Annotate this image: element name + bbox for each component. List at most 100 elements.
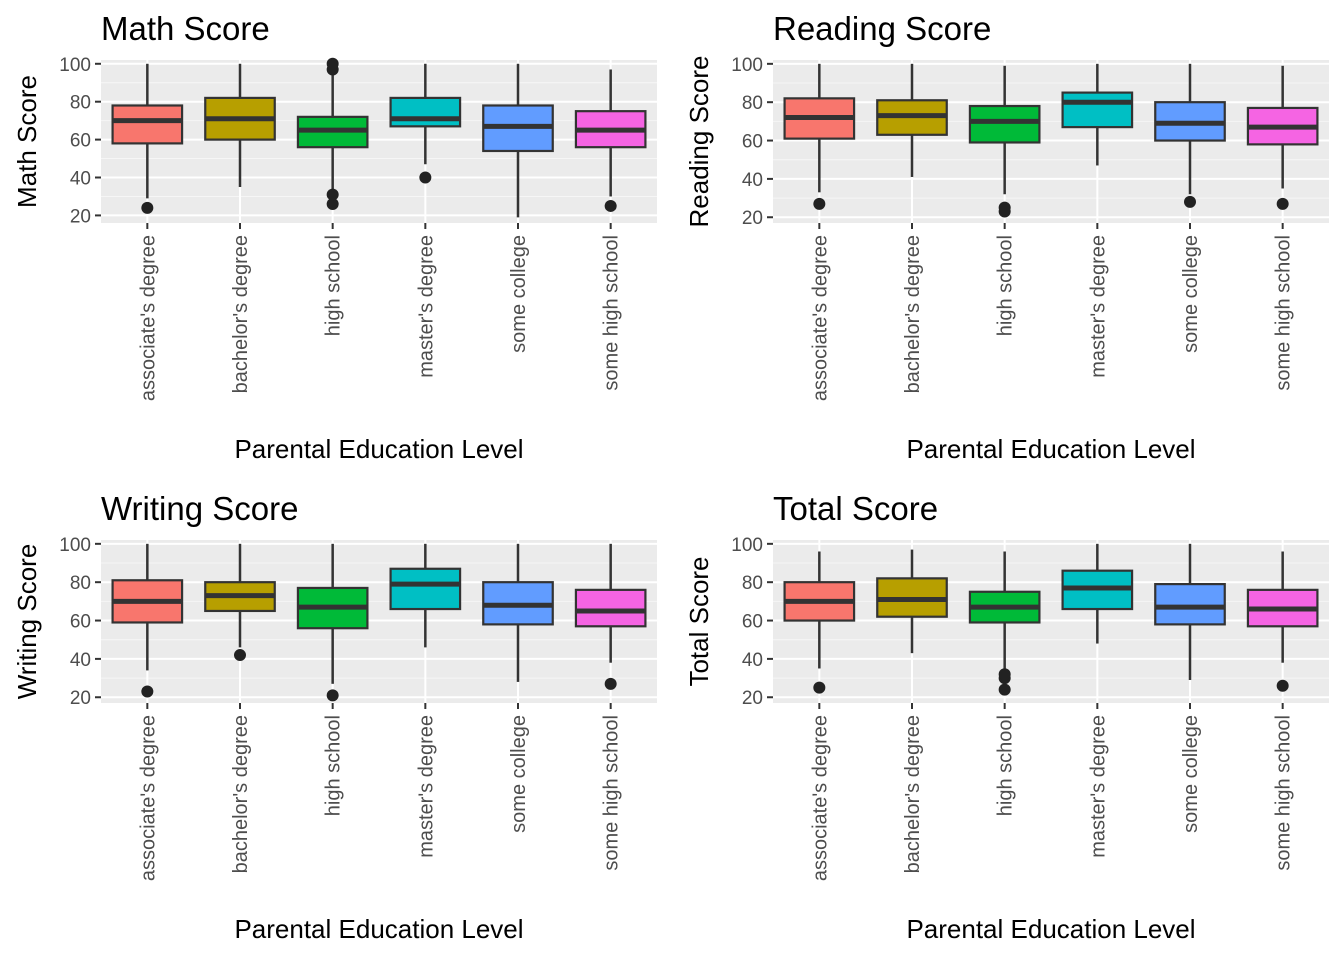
box-6 bbox=[1246, 65, 1319, 210]
y-tick-label: 20 bbox=[70, 688, 91, 709]
chart-panel-4: 20 40 60 80 100 associate's degree bachelor's … bbox=[684, 490, 1329, 944]
y-axis-title: Writing Score bbox=[12, 544, 42, 700]
box-5 bbox=[1154, 543, 1226, 680]
outlier-point bbox=[998, 668, 1011, 681]
chart-title: Total Score bbox=[773, 490, 938, 527]
box-3 bbox=[296, 543, 369, 702]
box-body bbox=[111, 104, 184, 145]
box-4 bbox=[389, 63, 462, 184]
outlier-point bbox=[604, 677, 617, 690]
x-tick-label: some high school bbox=[1273, 235, 1295, 391]
box-6 bbox=[574, 69, 647, 212]
box-body bbox=[1154, 583, 1226, 626]
y-tick-label: 80 bbox=[742, 93, 763, 114]
outlier-point bbox=[419, 171, 432, 184]
x-tick-label: some high school bbox=[601, 715, 623, 871]
y-tick-label: 100 bbox=[731, 535, 763, 556]
outlier-point bbox=[141, 685, 154, 698]
x-tick-label: some high school bbox=[601, 235, 623, 391]
box-1 bbox=[783, 551, 856, 694]
x-tick-label: high school bbox=[995, 235, 1017, 336]
x-tick-label: some college bbox=[508, 715, 530, 833]
box-2 bbox=[876, 549, 948, 654]
box-body bbox=[1061, 91, 1134, 129]
x-axis-title: Parental Education Level bbox=[906, 434, 1195, 464]
y-tick-label: 20 bbox=[70, 206, 91, 227]
y-tick-label: 80 bbox=[70, 573, 91, 594]
outlier-point bbox=[326, 689, 339, 702]
chart-panel-2: 20 40 60 80 100 associate's degree bachelor's … bbox=[684, 10, 1329, 464]
x-tick-label: some college bbox=[508, 235, 530, 353]
x-tick-label: associate's degree bbox=[809, 715, 831, 881]
chart-panel-1: 20 40 60 80 100 associate's degree bachelor's … bbox=[12, 10, 657, 464]
x-tick-label: associate's degree bbox=[137, 235, 159, 401]
x-tick-label: associate's degree bbox=[809, 235, 831, 401]
chart-title: Math Score bbox=[101, 10, 270, 47]
y-tick-label: 60 bbox=[742, 612, 763, 633]
x-tick-label: high school bbox=[323, 235, 345, 336]
outlier-point bbox=[998, 683, 1011, 696]
box-body bbox=[389, 567, 462, 611]
box-5 bbox=[482, 63, 554, 218]
outlier-point bbox=[326, 198, 339, 211]
outlier-point bbox=[1276, 679, 1289, 692]
y-tick-label: 40 bbox=[742, 650, 763, 671]
outlier-point bbox=[604, 199, 617, 212]
y-axis-title: Math Score bbox=[12, 75, 42, 208]
chart-title: Writing Score bbox=[101, 490, 298, 527]
box-2 bbox=[876, 63, 948, 177]
y-tick-label: 20 bbox=[742, 688, 763, 709]
box-body bbox=[574, 588, 647, 628]
box-2 bbox=[204, 63, 276, 187]
y-tick-label: 100 bbox=[59, 535, 91, 556]
outlier-point bbox=[998, 201, 1011, 214]
box-body bbox=[389, 96, 462, 128]
x-tick-label: master's degree bbox=[1087, 715, 1109, 858]
box-3 bbox=[296, 57, 369, 211]
x-tick-label: some college bbox=[1180, 715, 1202, 833]
y-tick-label: 60 bbox=[70, 612, 91, 633]
outlier-point bbox=[1184, 195, 1196, 208]
box-1 bbox=[111, 543, 184, 698]
x-tick-label: master's degree bbox=[1087, 235, 1109, 378]
box-5 bbox=[482, 543, 554, 682]
box-body bbox=[968, 104, 1041, 144]
outlier-point bbox=[813, 197, 826, 210]
x-tick-label: some high school bbox=[1273, 715, 1295, 871]
chart-title: Reading Score bbox=[773, 10, 991, 47]
x-axis-title: Parental Education Level bbox=[906, 914, 1195, 944]
x-tick-label: master's degree bbox=[415, 715, 437, 858]
x-tick-label: high school bbox=[323, 715, 345, 816]
y-tick-label: 60 bbox=[70, 131, 91, 152]
box-4 bbox=[1061, 543, 1134, 644]
y-tick-label: 60 bbox=[742, 132, 763, 153]
x-tick-label: bachelor's degree bbox=[230, 715, 252, 873]
x-tick-label: master's degree bbox=[415, 235, 437, 378]
x-tick-label: bachelor's degree bbox=[902, 715, 924, 873]
y-axis-title: Total Score bbox=[684, 556, 714, 686]
x-tick-label: bachelor's degree bbox=[230, 235, 252, 393]
outlier-point bbox=[141, 201, 154, 214]
y-tick-label: 100 bbox=[731, 55, 763, 76]
x-axis-title: Parental Education Level bbox=[234, 914, 523, 944]
box-1 bbox=[111, 63, 184, 214]
box-6 bbox=[1246, 551, 1319, 692]
box-5 bbox=[1154, 63, 1226, 208]
outlier-point bbox=[813, 681, 826, 694]
x-tick-label: high school bbox=[995, 715, 1017, 816]
box-4 bbox=[1061, 63, 1134, 166]
outlier-point bbox=[1276, 197, 1289, 210]
y-tick-label: 100 bbox=[59, 55, 91, 76]
outlier-point bbox=[234, 649, 246, 662]
x-tick-label: some college bbox=[1180, 235, 1202, 353]
outlier-point bbox=[326, 57, 339, 70]
y-tick-label: 40 bbox=[70, 650, 91, 671]
box-4 bbox=[389, 543, 462, 648]
y-tick-label: 80 bbox=[742, 573, 763, 594]
y-tick-label: 20 bbox=[742, 208, 763, 229]
box-3 bbox=[968, 551, 1041, 696]
y-tick-label: 40 bbox=[742, 170, 763, 191]
x-tick-label: associate's degree bbox=[137, 715, 159, 881]
box-3 bbox=[968, 65, 1041, 218]
